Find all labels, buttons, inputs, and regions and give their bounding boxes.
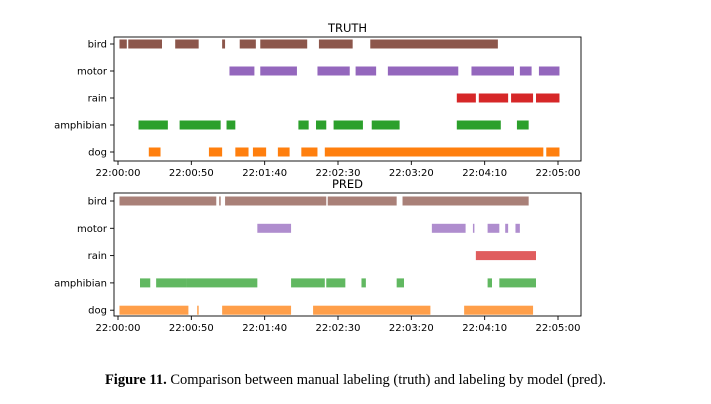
- truth-bird-segment-6: [318, 39, 353, 49]
- truth-rain-segment-1: [478, 93, 509, 103]
- caption-label: Figure 11.: [104, 372, 167, 388]
- truth-dog-segment-4: [277, 147, 290, 157]
- pred-dog-segment-4: [464, 305, 534, 315]
- truth-ylabel-dog: dog: [88, 148, 107, 159]
- truth-ylabel-amphibian: amphibian: [54, 121, 107, 132]
- truth-panel: TRUTH bird motor rain amphibian dog 22:00:00 22…: [54, 21, 582, 179]
- truth-amphibian-segment-7: [456, 120, 501, 130]
- truth-dog-segment-2: [235, 147, 249, 157]
- pred-motor-segment-3: [487, 223, 500, 233]
- truth-title: TRUTH: [327, 21, 367, 35]
- pred-dog-segment-1: [197, 305, 199, 315]
- truth-motor-segment-1: [260, 66, 297, 76]
- pred-ylabel-dog: dog: [88, 306, 107, 317]
- truth-dog-segment-5: [301, 147, 318, 157]
- truth-rain-segment-2: [511, 93, 534, 103]
- pred-amphibian-segment-8: [499, 278, 536, 288]
- pred-motor-segment-4: [505, 223, 509, 233]
- pred-axes-frame: [113, 192, 582, 317]
- pred-amphibian-segment-5: [361, 278, 366, 288]
- truth-xtick-label-5: 22:04:10: [462, 168, 507, 179]
- pred-dog-segment-3: [313, 305, 431, 315]
- truth-amphibian-segment-6: [371, 120, 400, 130]
- truth-ylabel-rain: rain: [88, 94, 107, 105]
- pred-amphibian-segment-0: [140, 278, 151, 288]
- truth-bird-segment-1: [128, 39, 162, 49]
- pred-dog-segment-2: [222, 305, 292, 315]
- pred-title: PRED: [332, 177, 363, 191]
- pred-xtick-label-2: 22:01:40: [242, 323, 287, 334]
- caption-text: Comparison between manual labeling (trut…: [170, 372, 607, 388]
- truth-motor-segment-3: [355, 66, 377, 76]
- truth-bird-segment-3: [222, 39, 226, 49]
- pred-motor-segment-5: [515, 223, 520, 233]
- truth-bird-segment-0: [119, 39, 127, 49]
- pred-motor-segment-1: [431, 223, 466, 233]
- pred-panel: PRED bird motor rain amphibian dog 22:00:00 22:…: [54, 177, 582, 334]
- truth-dog-segment-0: [148, 147, 161, 157]
- pred-amphibian-segment-1: [156, 278, 187, 288]
- truth-dog-segment-6: [324, 147, 544, 157]
- truth-ylabel-bird: bird: [88, 40, 107, 51]
- pred-ylabel-amphibian: amphibian: [54, 278, 107, 289]
- truth-motor-segment-6: [519, 66, 532, 76]
- pred-bird-segment-4: [402, 196, 529, 206]
- truth-rain-segment-3: [536, 93, 560, 103]
- pred-amphibian-segment-2: [186, 278, 258, 288]
- pred-xtick-label-5: 22:04:10: [462, 323, 507, 334]
- truth-amphibian-segment-0: [138, 120, 168, 130]
- pred-bird-segment-3: [327, 196, 397, 206]
- truth-motor-segment-2: [317, 66, 350, 76]
- truth-amphibian-segment-2: [226, 120, 236, 130]
- truth-motor-segment-4: [387, 66, 459, 76]
- truth-rain-segment-0: [456, 93, 476, 103]
- pred-bird-segment-1: [219, 196, 221, 206]
- truth-xtick-label-6: 22:05:00: [536, 168, 581, 179]
- pred-xtick-label-4: 22:03:20: [389, 323, 434, 334]
- pred-ylabel-bird: bird: [88, 197, 107, 208]
- pred-xtick-label-1: 22:00:50: [169, 323, 214, 334]
- truth-motor-segment-5: [471, 66, 514, 76]
- figure-caption: Figure 11. Comparison between manual lab…: [0, 372, 711, 389]
- truth-dog-segment-7: [546, 147, 560, 157]
- truth-amphibian-segment-4: [316, 120, 327, 130]
- pred-amphibian-segment-7: [487, 278, 492, 288]
- pred-rain-segment-0: [475, 251, 536, 261]
- pred-xtick-label-0: 22:00:00: [96, 323, 141, 334]
- truth-amphibian-segment-3: [298, 120, 309, 130]
- truth-axes-frame: [113, 36, 582, 162]
- pred-ylabel-rain: rain: [88, 251, 107, 262]
- pred-motor-segment-0: [257, 223, 292, 233]
- pred-ylabel-motor: motor: [77, 224, 108, 235]
- truth-dog-segment-3: [252, 147, 267, 157]
- truth-ylabel-motor: motor: [77, 67, 108, 78]
- truth-bird-segment-2: [175, 39, 199, 49]
- truth-xtick-label-4: 22:03:20: [389, 168, 434, 179]
- pred-bird-segment-0: [119, 196, 217, 206]
- truth-amphibian-segment-8: [516, 120, 529, 130]
- truth-bird-segment-4: [239, 39, 256, 49]
- pred-bird-segment-2: [225, 196, 327, 206]
- truth-dog-segment-1: [208, 147, 223, 157]
- truth-xtick-label-3: 22:02:30: [316, 168, 361, 179]
- pred-xtick-label-6: 22:05:00: [536, 323, 581, 334]
- pred-motor-segment-2: [472, 223, 475, 233]
- truth-amphibian-segment-1: [179, 120, 221, 130]
- pred-amphibian-segment-6: [396, 278, 404, 288]
- truth-xtick-label-1: 22:00:50: [169, 168, 214, 179]
- truth-xtick-label-0: 22:00:00: [96, 168, 141, 179]
- pred-dog-segment-0: [119, 305, 189, 315]
- truth-bird-segment-7: [370, 39, 498, 49]
- truth-motor-segment-0: [229, 66, 255, 76]
- pred-amphibian-segment-3: [291, 278, 325, 288]
- truth-motor-segment-7: [538, 66, 560, 76]
- truth-bird-segment-5: [260, 39, 308, 49]
- truth-amphibian-segment-5: [333, 120, 363, 130]
- pred-xtick-label-3: 22:02:30: [316, 323, 361, 334]
- pred-amphibian-segment-4: [326, 278, 346, 288]
- truth-xtick-label-2: 22:01:40: [242, 168, 287, 179]
